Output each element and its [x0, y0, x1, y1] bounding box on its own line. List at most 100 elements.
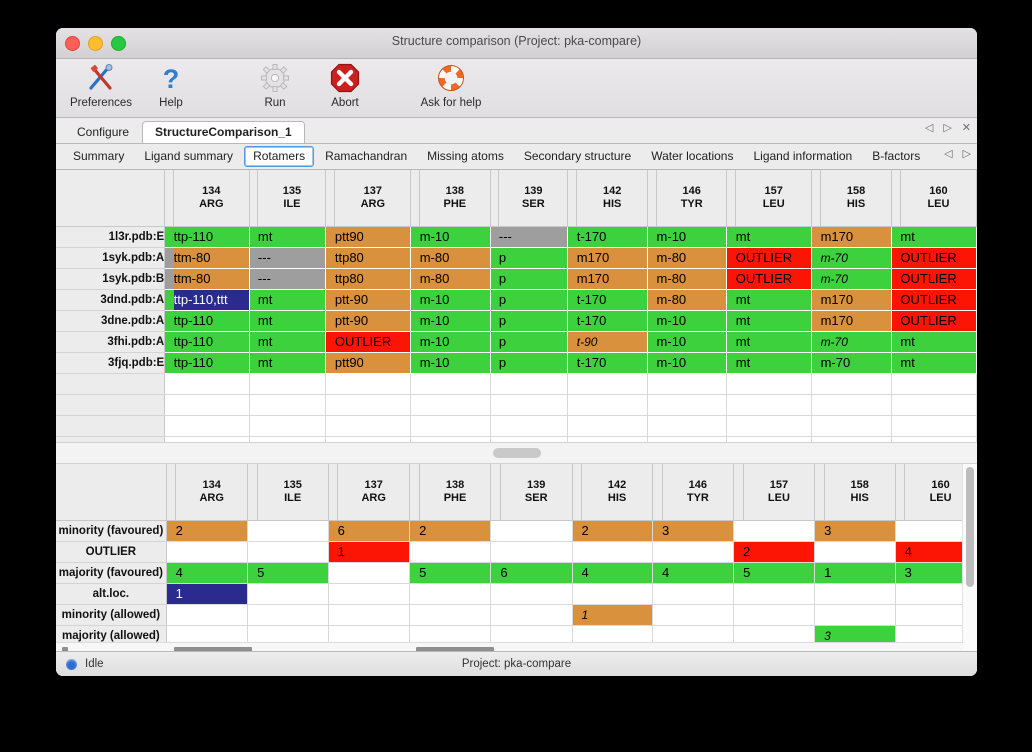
cell-137-3[interactable]: ptt-90 — [334, 289, 412, 311]
preferences-button[interactable]: Preferences — [66, 59, 136, 109]
table-row[interactable]: 1l3r.pdb:E ttp-110 mt ptt90 m-10 --- t-170 m-10… — [56, 226, 977, 248]
summary-cell-135-3[interactable] — [257, 583, 329, 605]
table-row[interactable]: 3fhi.pdb:A ttp-110 mt OUTLIER m-10 p t-90 m-10 m… — [56, 331, 977, 353]
cell-160-3[interactable]: OUTLIER — [900, 289, 977, 311]
minimize-window-button[interactable] — [88, 36, 103, 51]
tab-rotamers[interactable]: Rotamers — [244, 146, 315, 167]
run-button[interactable]: Run — [240, 59, 310, 109]
table-row[interactable]: 3dne.pdb:A ttp-110 mt ptt-90 m-10 p t-170 m-10 m… — [56, 310, 977, 332]
summary-cell-146-2[interactable]: 4 — [662, 562, 735, 584]
table-row[interactable]: majority (favoured) 4 5 5 6 4 4 5 1 3 — [56, 562, 977, 584]
cell-134-4[interactable]: ttp-110 — [173, 310, 250, 332]
summary-cell-158-3[interactable] — [824, 583, 896, 605]
table-row[interactable]: 3fjq.pdb:E ttp-110 mt ptt90 m-10 p t-170 m-10 mt… — [56, 352, 977, 374]
summary-cell-137-4[interactable] — [337, 604, 411, 626]
table-row[interactable]: alt.loc. 1 — [56, 583, 977, 605]
summary-cell-137-1[interactable]: 1 — [337, 541, 411, 563]
zoom-window-button[interactable] — [111, 36, 126, 51]
summary-cell-138-5[interactable] — [419, 625, 492, 647]
tab-secondary-structure[interactable]: Secondary structure — [523, 149, 632, 163]
cell-158-0[interactable]: m170 — [820, 226, 892, 248]
cell-139-1[interactable]: p — [498, 247, 569, 269]
summary-cell-158-2[interactable]: 1 — [824, 562, 896, 584]
cell-135-1[interactable]: --- — [257, 247, 327, 269]
cell-146-6[interactable]: m-10 — [656, 352, 728, 374]
summary-cell-138-3[interactable] — [419, 583, 492, 605]
summary-cell-160-1[interactable]: 4 — [904, 541, 977, 563]
cell-134-2[interactable]: ttm-80 — [173, 268, 250, 290]
rotamer-structure-table[interactable]: 134 ARG 135 ILE 137 ARG 138 PHE 139 SER 142 HIS 146 T… — [56, 170, 977, 442]
tab-water-locations[interactable]: Water locations — [651, 149, 734, 163]
summary-cell-158-0[interactable]: 3 — [824, 520, 896, 542]
subtab-prev-icon[interactable]: ◁ — [944, 148, 953, 160]
splitter-handle[interactable] — [492, 448, 541, 458]
table-row[interactable]: minority (allowed) 1 — [56, 604, 977, 626]
cell-135-0[interactable]: mt — [257, 226, 327, 248]
summary-cell-138-4[interactable] — [419, 604, 492, 626]
summary-cell-157-4[interactable] — [743, 604, 816, 626]
summary-cell-138-0[interactable]: 2 — [419, 520, 492, 542]
cell-137-5[interactable]: OUTLIER — [334, 331, 412, 353]
cell-146-1[interactable]: m-80 — [656, 247, 728, 269]
cell-157-1[interactable]: OUTLIER — [735, 247, 813, 269]
cell-146-4[interactable]: m-10 — [656, 310, 728, 332]
summary-cell-134-1[interactable] — [175, 541, 249, 563]
cell-158-2[interactable]: m-70 — [820, 268, 892, 290]
summary-vscroll-thumb[interactable] — [966, 467, 974, 587]
summary-cell-158-1[interactable] — [824, 541, 896, 563]
ask-for-help-button[interactable]: Ask for help — [408, 59, 494, 109]
cell-146-2[interactable]: m-80 — [656, 268, 728, 290]
cell-146-5[interactable]: m-10 — [656, 331, 728, 353]
summary-cell-134-2[interactable]: 4 — [175, 562, 249, 584]
summary-cell-134-0[interactable]: 2 — [175, 520, 249, 542]
tab-missing-atoms[interactable]: Missing atoms — [427, 149, 504, 163]
table-row[interactable]: OUTLIER 1 2 4 — [56, 541, 977, 563]
cell-134-1[interactable]: ttm-80 — [173, 247, 250, 269]
cell-160-6[interactable]: mt — [900, 352, 977, 374]
cell-142-4[interactable]: t-170 — [576, 310, 649, 332]
cell-138-0[interactable]: m-10 — [419, 226, 491, 248]
cell-160-4[interactable]: OUTLIER — [900, 310, 977, 332]
summary-cell-135-4[interactable] — [257, 604, 329, 626]
cell-135-3[interactable]: mt — [257, 289, 327, 311]
cell-137-0[interactable]: ptt90 — [334, 226, 412, 248]
summary-cell-134-4[interactable] — [175, 604, 249, 626]
tab-next-icon[interactable]: ▷ — [943, 122, 952, 134]
cell-142-3[interactable]: t-170 — [576, 289, 649, 311]
summary-cell-135-2[interactable]: 5 — [257, 562, 329, 584]
summary-cell-135-1[interactable] — [257, 541, 329, 563]
cell-160-2[interactable]: OUTLIER — [900, 268, 977, 290]
summary-cell-160-4[interactable] — [904, 604, 977, 626]
cell-138-5[interactable]: m-10 — [419, 331, 491, 353]
summary-cell-146-1[interactable] — [662, 541, 735, 563]
cell-139-5[interactable]: p — [498, 331, 569, 353]
table-row[interactable]: majority (allowed) 3 — [56, 625, 977, 647]
summary-cell-142-4[interactable]: 1 — [581, 604, 654, 626]
cell-134-3[interactable]: ttp-110,ttt — [173, 289, 250, 311]
cell-139-3[interactable]: p — [498, 289, 569, 311]
summary-cell-160-2[interactable]: 3 — [904, 562, 977, 584]
summary-cell-134-5[interactable] — [175, 625, 249, 647]
cell-139-2[interactable]: p — [498, 268, 569, 290]
cell-139-4[interactable]: p — [498, 310, 569, 332]
summary-cell-146-4[interactable] — [662, 604, 735, 626]
tab-summary[interactable]: Summary — [73, 149, 125, 163]
summary-cell-138-2[interactable]: 5 — [419, 562, 492, 584]
summary-cell-158-4[interactable] — [824, 604, 896, 626]
summary-cell-157-2[interactable]: 5 — [743, 562, 816, 584]
cell-135-5[interactable]: mt — [257, 331, 327, 353]
cell-138-1[interactable]: m-80 — [419, 247, 491, 269]
summary-cell-139-3[interactable] — [500, 583, 573, 605]
summary-cell-160-0[interactable] — [904, 520, 977, 542]
tab-configure[interactable]: Configure — [77, 125, 130, 139]
cell-142-0[interactable]: t-170 — [576, 226, 649, 248]
table-row[interactable]: 1syk.pdb:A ttm-80 --- ttp80 m-80 p m170 m-80 OUT… — [56, 247, 977, 269]
cell-138-4[interactable]: m-10 — [419, 310, 491, 332]
cell-139-0[interactable]: --- — [498, 226, 569, 248]
summary-cell-157-3[interactable] — [743, 583, 816, 605]
tab-prev-icon[interactable]: ◁ — [924, 122, 934, 134]
cell-142-1[interactable]: m170 — [576, 247, 649, 269]
summary-cell-157-1[interactable]: 2 — [743, 541, 816, 563]
help-button[interactable]: ? Help — [136, 59, 206, 109]
pane-splitter[interactable] — [56, 442, 977, 464]
